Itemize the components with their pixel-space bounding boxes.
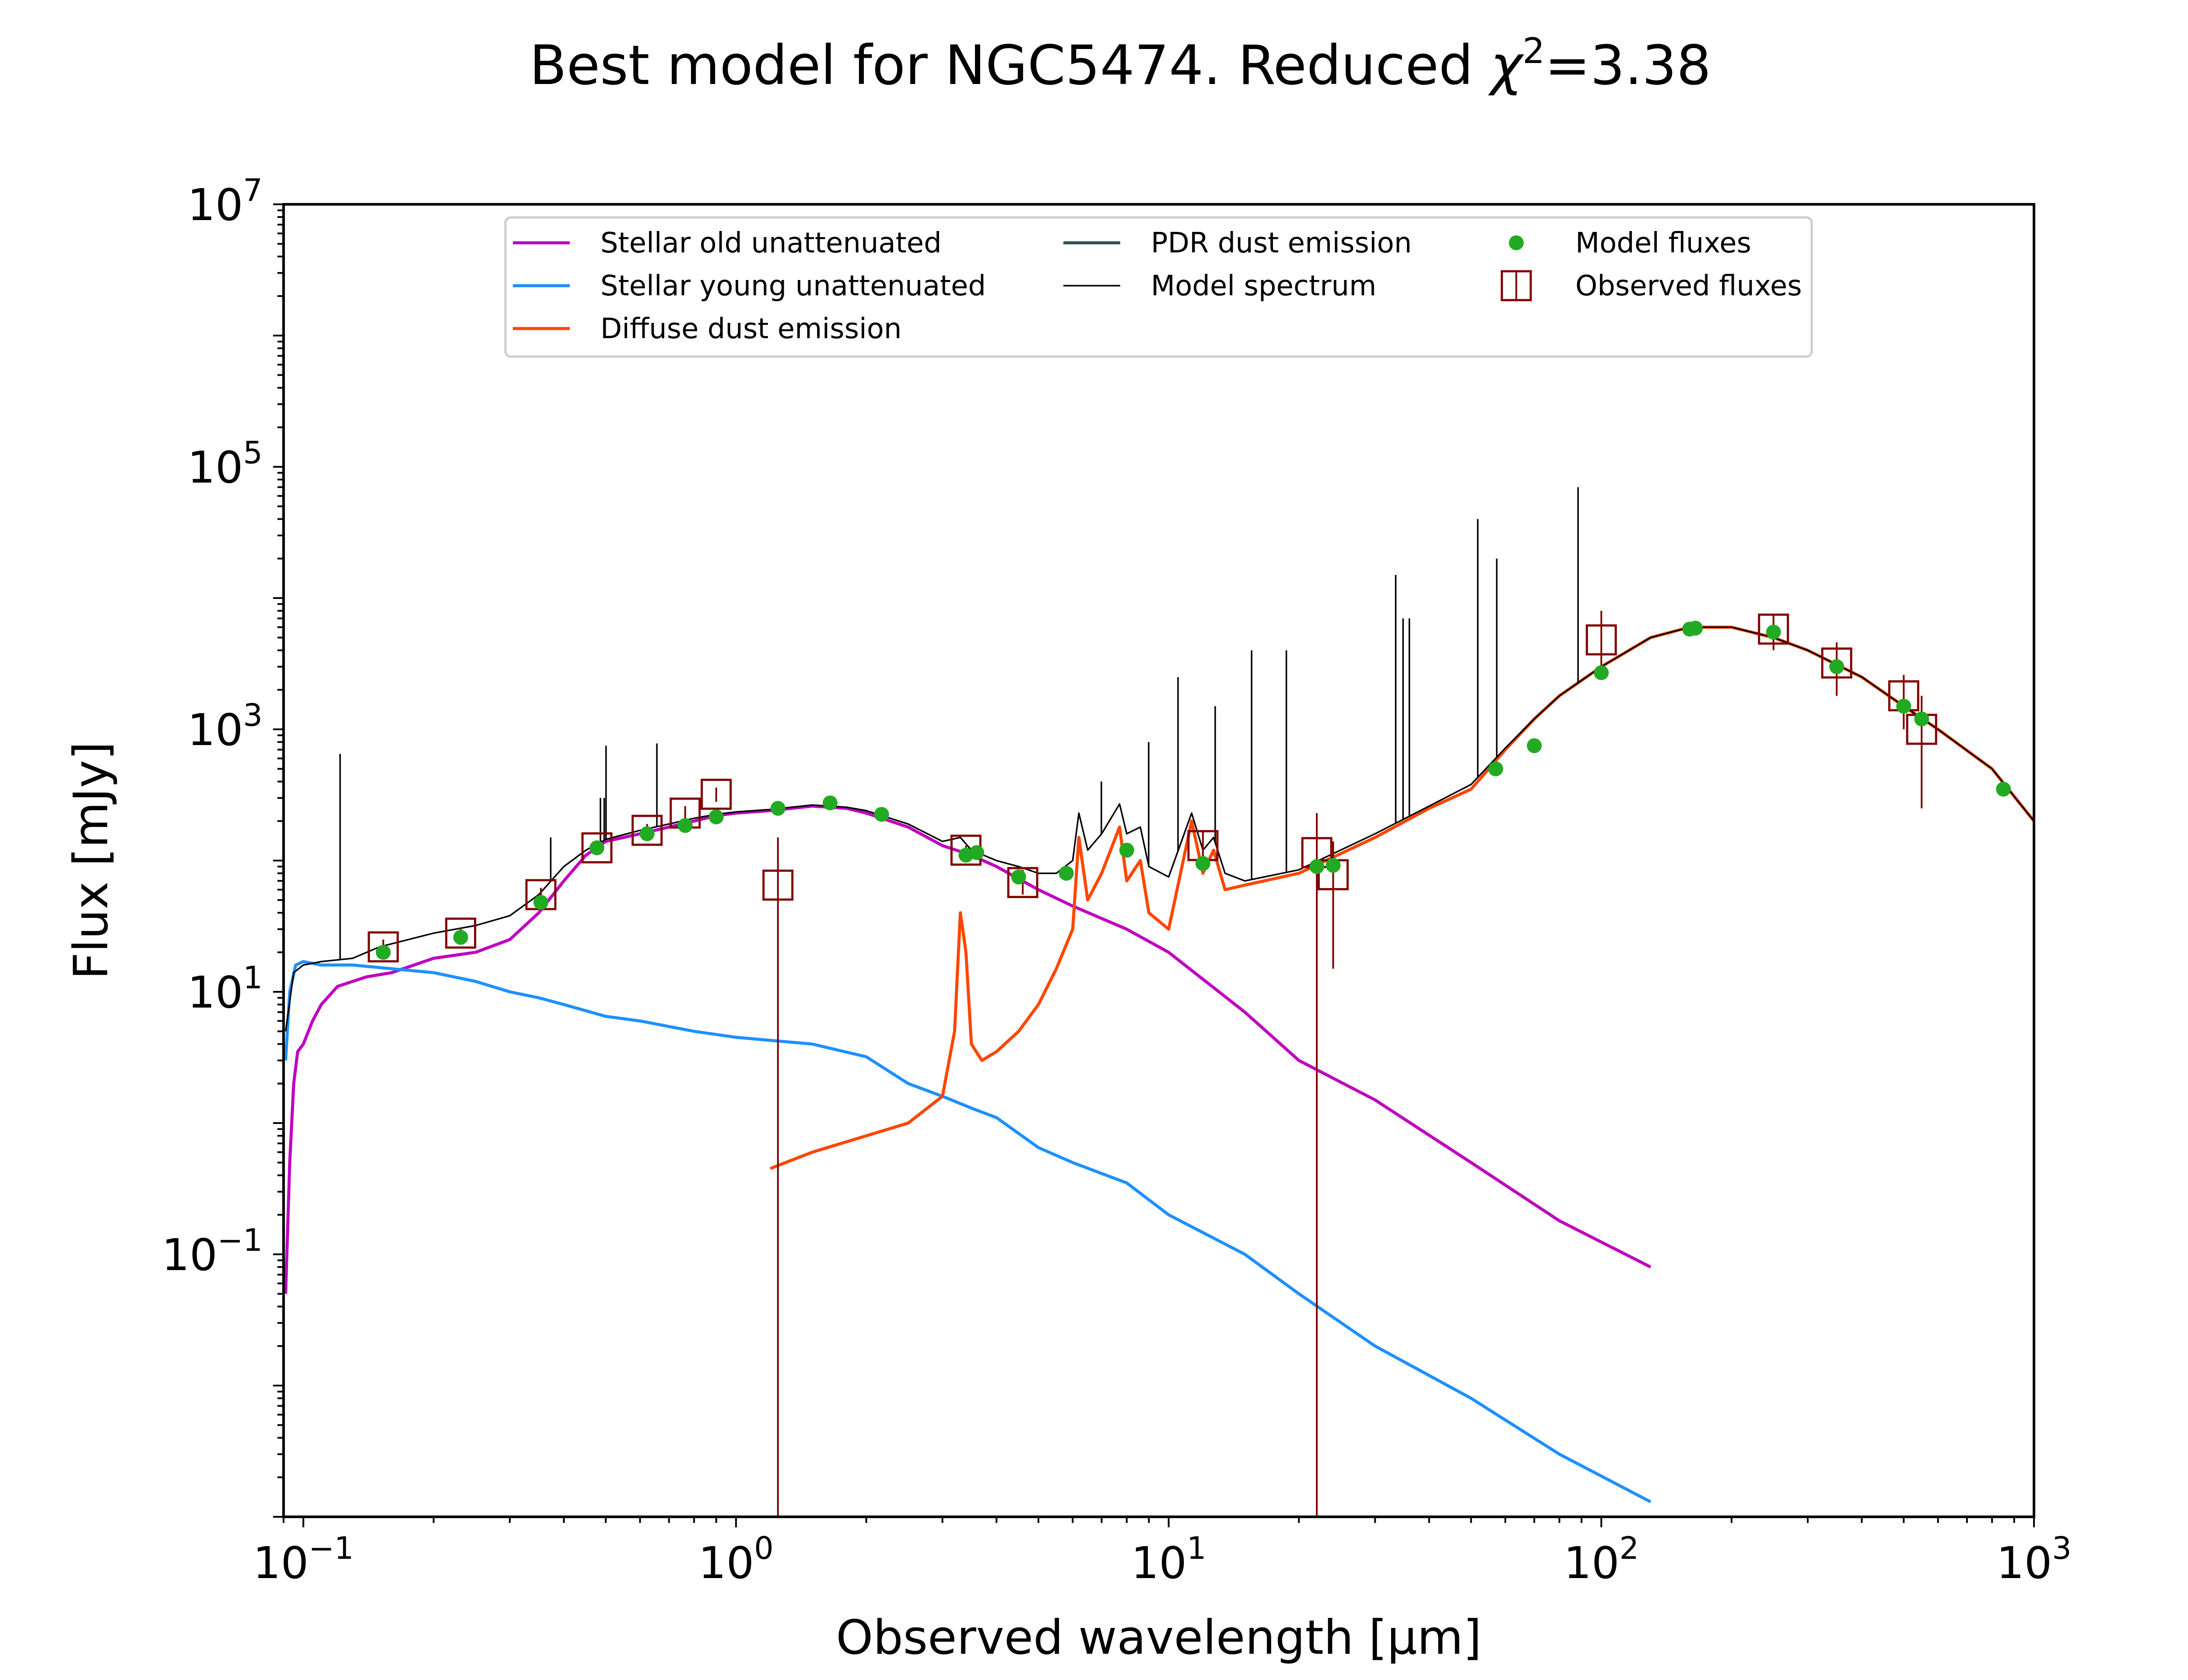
model-flux-point (375, 945, 391, 960)
plot-area: 10−1 100 101 102 103 10−1 101 103 105 107 (162, 172, 2072, 1589)
chart-title: Best model for NGC5474. Reduced χ2=3.38 (529, 31, 1711, 97)
legend-item: Diffuse dust emission (513, 313, 901, 345)
tick-label: 10−1 (253, 1530, 354, 1589)
model-flux-point (1594, 665, 1609, 680)
observed-flux-marker (762, 869, 794, 901)
series-stellar-young-line (284, 960, 1652, 1503)
observed-flux-marker (701, 778, 732, 810)
model-flux-point (533, 895, 549, 910)
chart-title-sup: 2 (1522, 31, 1545, 71)
x-axis-label: Observed wavelength [μm] (836, 1610, 1482, 1665)
model-flux-point (822, 795, 838, 811)
legend-item: Observed fluxes (1501, 270, 1802, 302)
legend-box (504, 216, 1813, 358)
model-flux-point (1309, 859, 1325, 874)
model-flux-point (1766, 624, 1781, 640)
chart-title-suffix: =3.38 (1545, 34, 1711, 97)
tick-label: 107 (187, 172, 263, 231)
series-model-spectrum-line (284, 626, 2034, 1032)
observed-flux-marker (1585, 624, 1617, 656)
observed-flux-marker (1007, 867, 1038, 898)
tick-label: 100 (698, 1530, 774, 1589)
legend-item: PDR dust emission (1063, 227, 1412, 259)
observed-flux-marker (1758, 613, 1789, 645)
plot-frame (282, 203, 2035, 1518)
legend-item: Model fluxes (1509, 227, 1751, 259)
model-flux-point (1527, 738, 1542, 753)
observed-flux-marker (1821, 647, 1852, 679)
tick-label: 105 (187, 435, 263, 493)
tick-label: 103 (187, 697, 263, 756)
legend-label: Diffuse dust emission (600, 313, 901, 345)
model-flux-point (1011, 869, 1026, 885)
chart-title-chi: χ (1488, 34, 1525, 97)
model-flux-point (708, 809, 724, 825)
tick-label: 102 (1564, 1530, 1639, 1589)
model-flux-point (1688, 620, 1703, 636)
series-stellar-old-line (284, 805, 1652, 1294)
legend-swatch-dot (1509, 235, 1524, 250)
legend-item: Stellar young unattenuated (513, 270, 986, 302)
tick-label: 103 (1996, 1530, 2072, 1589)
legend-item: Model spectrum (1063, 270, 1376, 302)
legend-label: Observed fluxes (1575, 270, 1802, 302)
model-flux-point (1325, 858, 1341, 873)
chart-title-prefix: Best model for NGC5474. Reduced (529, 34, 1490, 97)
observed-flux-marker (631, 815, 663, 846)
model-flux-point (969, 845, 984, 860)
model-flux-point (1996, 781, 2011, 797)
legend-item: Stellar old unattenuated (513, 227, 942, 259)
legend-label: PDR dust emission (1151, 227, 1412, 259)
model-flux-point (1195, 856, 1210, 871)
model-flux-point (874, 807, 889, 822)
observed-flux-marker (368, 931, 399, 962)
model-flux-point (1059, 866, 1074, 881)
observed-flux-marker (445, 917, 477, 949)
model-flux-point (1488, 761, 1503, 777)
model-flux-point (589, 840, 605, 855)
model-flux-point (677, 818, 693, 833)
observed-flux-marker (581, 832, 613, 864)
tick-label: 101 (1131, 1530, 1206, 1589)
model-flux-point (639, 826, 655, 841)
model-flux-point (453, 930, 468, 945)
y-axis-label: Flux [mJy] (64, 742, 119, 980)
tick-label: 10−1 (162, 1222, 263, 1281)
model-flux-point (1914, 711, 1929, 727)
model-flux-point (1896, 699, 1911, 714)
model-flux-point (770, 801, 785, 816)
legend-label: Stellar old unattenuated (600, 227, 942, 259)
legend-label: Model spectrum (1151, 270, 1376, 302)
legend-label: Stellar young unattenuated (600, 270, 986, 302)
legend-label: Model fluxes (1575, 227, 1751, 259)
model-flux-point (1829, 659, 1844, 674)
legend: Stellar old unattenuated Stellar young un… (504, 216, 1813, 358)
series-diffuse-dust-line (769, 626, 2034, 1170)
model-flux-point (1119, 843, 1134, 858)
tick-label: 101 (187, 960, 263, 1018)
